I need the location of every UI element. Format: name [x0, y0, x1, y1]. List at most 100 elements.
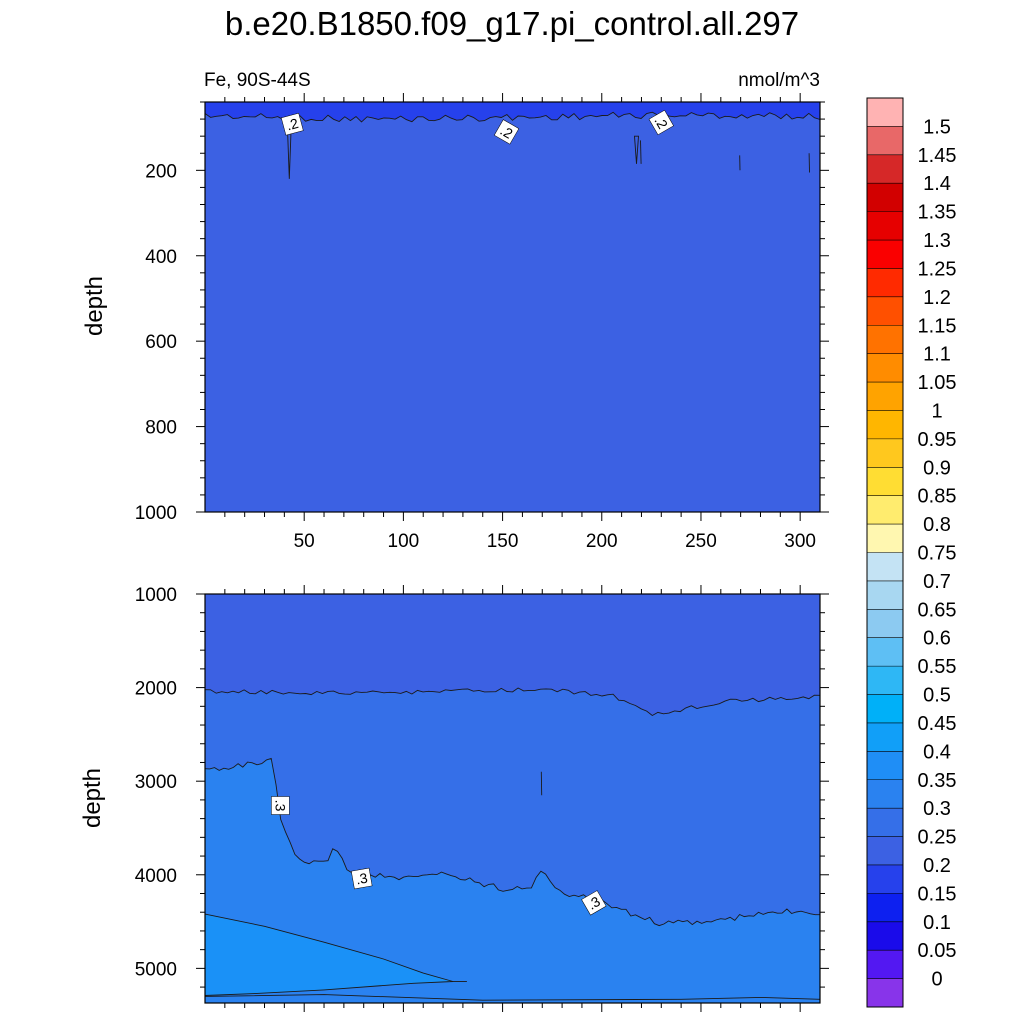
colorbar-swatch [867, 524, 903, 553]
contour-label-text: .3 [355, 870, 369, 888]
colorbar-label: 0.05 [918, 940, 957, 962]
colorbar-swatch [867, 808, 903, 838]
colorbar-swatch [867, 950, 903, 980]
contour-label-box [648, 109, 674, 136]
x-tick-label: 50 [294, 531, 315, 552]
colorbar-label: 1.3 [923, 230, 951, 252]
y-tick-label: 5000 [135, 959, 177, 980]
colorbar-label: 0.45 [918, 713, 957, 735]
region-0.2-0.25 [205, 102, 820, 512]
x-tick-label: 300 [784, 531, 816, 552]
colorbar-label: 0.65 [918, 599, 957, 621]
contour-label-text: .2 [285, 115, 301, 134]
y-tick-label: 400 [145, 247, 177, 268]
colorbar-label: 0.3 [923, 798, 951, 820]
colorbar-label: 1.5 [923, 116, 951, 138]
x-tick-label: 250 [685, 531, 717, 552]
colorbar-label: 1.25 [918, 258, 957, 280]
colorbar-swatch [867, 836, 903, 866]
colorbar-swatch [867, 183, 903, 213]
colorbar-label: 1.1 [923, 344, 951, 366]
colorbar-swatch [867, 864, 903, 894]
colorbar-swatch [867, 694, 903, 724]
contour-label: .2 [280, 112, 304, 136]
colorbar-swatch [867, 467, 903, 497]
contour-label-box [493, 119, 520, 145]
colorbar-label: 0.9 [923, 457, 951, 479]
y-tick-label: 2000 [135, 679, 177, 700]
colorbar-swatch [867, 751, 903, 781]
subtitle-right: nmol/m^3 [738, 70, 820, 91]
y-tick-label: 600 [145, 332, 177, 353]
contour-label: .3 [271, 796, 290, 815]
colorbar-swatch [867, 98, 903, 127]
colorbar-swatch [867, 382, 903, 411]
contour-0.2-line [640, 140, 642, 164]
contour-0.2-loop [634, 135, 639, 164]
colorbar-swatch [867, 552, 903, 582]
y-tick-label: 4000 [135, 866, 177, 887]
colorbar-label: 0 [931, 969, 942, 991]
colorbar-swatch [867, 921, 903, 951]
colorbar-swatch [867, 240, 903, 269]
colorbar-label: 1 [931, 401, 942, 423]
colorbar-swatch [867, 211, 903, 241]
contour-label-box [581, 890, 607, 916]
colorbar-label: 0.2 [923, 855, 951, 877]
colorbar-swatch [867, 268, 903, 298]
x-tick-label: 100 [388, 531, 420, 552]
colorbar-label: 0.6 [923, 628, 951, 650]
colorbar-swatch [867, 154, 903, 184]
colorbar-label: 0.55 [918, 656, 957, 678]
colorbar-label: 1.35 [918, 202, 957, 224]
colorbar-label: 1.05 [918, 372, 957, 394]
contour-label: .2 [493, 119, 520, 145]
contour-0.35 [204, 913, 454, 996]
colorbar-swatch [867, 580, 903, 610]
colorbar-label: 1.15 [918, 315, 957, 337]
plot-frame [204, 593, 821, 1004]
top-ylabel: depth [81, 276, 108, 336]
subtitle-left: Fe, 90S-44S [204, 70, 311, 91]
region-0.35-0.4 [205, 914, 453, 996]
top-panel: 50 100 150 200 250 300 200 400 600 800 1000 .2 .2 .2 [135, 93, 829, 552]
colorbar-label: 0.8 [923, 514, 951, 536]
colorbar-swatch [867, 978, 903, 1008]
colorbar-swatch [867, 438, 903, 468]
colorbar-label: 0.95 [918, 429, 957, 451]
chart-title: b.e20.B1850.f09_g17.pi_control.all.297 [225, 5, 799, 42]
colorbar-label: 0.35 [918, 770, 957, 792]
colorbar-label: 0.15 [918, 883, 957, 905]
contour-label-text: .3 [272, 800, 288, 812]
contour-0.2 [204, 111, 821, 123]
colorbar-swatch [867, 893, 903, 923]
contour-label: .2 [648, 109, 674, 136]
colorbar-label: 0.4 [923, 741, 951, 763]
colorbar-label: 1.45 [918, 145, 957, 167]
y-tick-label: 3000 [135, 772, 177, 793]
colorbar-frame [866, 97, 904, 1008]
colorbar-swatch [867, 609, 903, 639]
contour-0.35-bottom [204, 994, 821, 1001]
colorbar-label: 0.25 [918, 827, 957, 849]
colorbar-label: 1.4 [923, 173, 951, 195]
y-tick-label: 1000 [135, 585, 177, 606]
colorbar-swatch [867, 637, 903, 667]
y-tick-label: 1000 [135, 503, 177, 524]
x-tick-label: 150 [487, 531, 519, 552]
colorbar-swatch [867, 779, 903, 809]
colorbar-swatch [867, 353, 903, 383]
colorbar-swatch [867, 410, 903, 440]
y-tick-label: 800 [145, 418, 177, 439]
colorbar-label: 0.1 [923, 912, 951, 934]
colorbar-swatch [867, 722, 903, 752]
y-tick-label: 200 [145, 161, 177, 182]
colorbar-label: 1.2 [923, 287, 951, 309]
contour-0.3 [204, 757, 820, 927]
contour-label: .3 [351, 867, 373, 890]
colorbar-label: 0.75 [918, 543, 957, 565]
colorbar-swatch [867, 666, 903, 696]
x-tick-label: 200 [586, 531, 618, 552]
colorbar-label: 0.7 [923, 571, 951, 593]
